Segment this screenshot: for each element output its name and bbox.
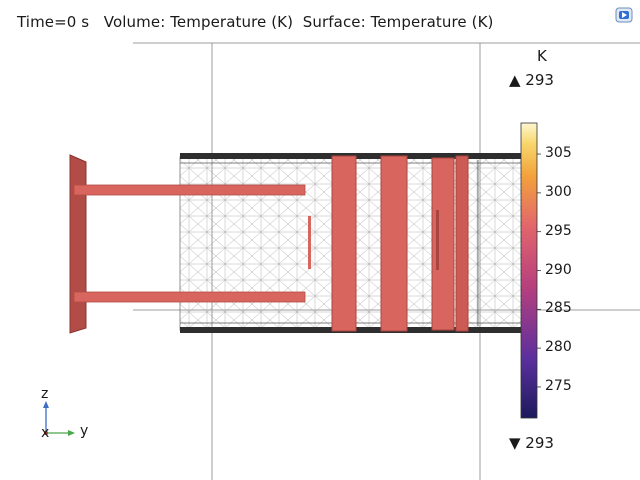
rod-upper[interactable] (73, 184, 306, 196)
heater-plate-1[interactable] (331, 155, 357, 332)
heater-plates[interactable] (331, 155, 469, 332)
axis-label-y: y (80, 423, 89, 439)
color-legend-tick-label: 275 (545, 377, 572, 394)
min-value-readout: ▼ 293 (509, 434, 554, 452)
color-legend-tick-label: 290 (545, 261, 572, 278)
axis-label-z: z (41, 386, 49, 402)
axis-triad (43, 401, 75, 436)
color-legend-tick-label: 300 (545, 183, 572, 200)
color-legend-tick-label: 305 (545, 145, 572, 162)
mounting-bracket[interactable] (69, 154, 311, 334)
heater-plate-2[interactable] (380, 155, 408, 332)
heater-plate-3[interactable] (431, 157, 455, 331)
color-legend-bar (520, 122, 538, 419)
axis-label-x: x (41, 425, 50, 441)
max-value-readout: ▲ 293 (509, 71, 554, 89)
color-legend-ticks (537, 153, 541, 388)
view-options-icon[interactable] (614, 6, 634, 24)
heater-plate-4[interactable] (455, 155, 469, 332)
plot-title: Time=0 s Volume: Temperature (K) Surface… (17, 13, 494, 31)
color-legend-tick-label: 280 (545, 339, 572, 356)
color-legend-unit: K (537, 47, 547, 65)
color-legend-tick-label: 295 (545, 222, 572, 239)
rod-lower[interactable] (73, 291, 306, 303)
color-legend-tick-label: 285 (545, 300, 572, 317)
